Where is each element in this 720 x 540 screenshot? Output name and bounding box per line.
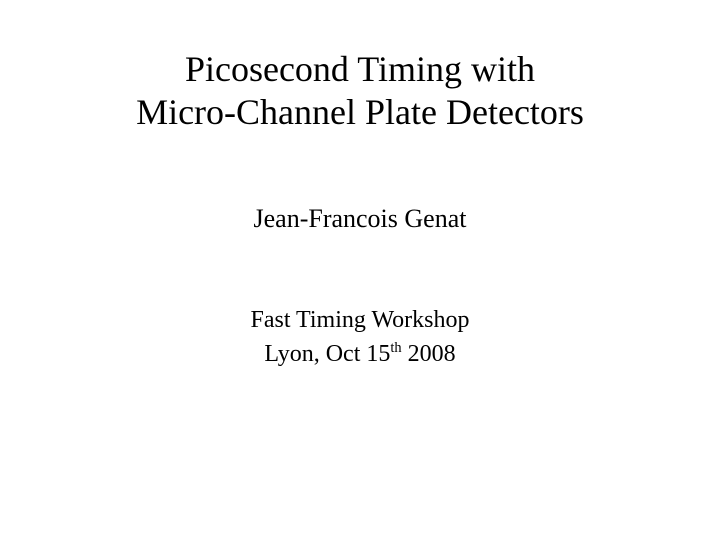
- slide-title: Picosecond Timing with Micro-Channel Pla…: [136, 48, 584, 134]
- event-date-ordinal: th: [390, 340, 401, 356]
- title-line-1: Picosecond Timing with: [136, 48, 584, 91]
- event-date-suffix: 2008: [402, 341, 456, 367]
- event-name: Fast Timing Workshop: [250, 304, 469, 338]
- slide-container: Picosecond Timing with Micro-Channel Pla…: [0, 0, 720, 540]
- author-name: Jean-Francois Genat: [254, 204, 467, 234]
- event-info: Fast Timing Workshop Lyon, Oct 15th 2008: [250, 304, 469, 371]
- event-date: Lyon, Oct 15th 2008: [250, 338, 469, 372]
- title-line-2: Micro-Channel Plate Detectors: [136, 91, 584, 134]
- event-date-prefix: Lyon, Oct 15: [264, 341, 390, 367]
